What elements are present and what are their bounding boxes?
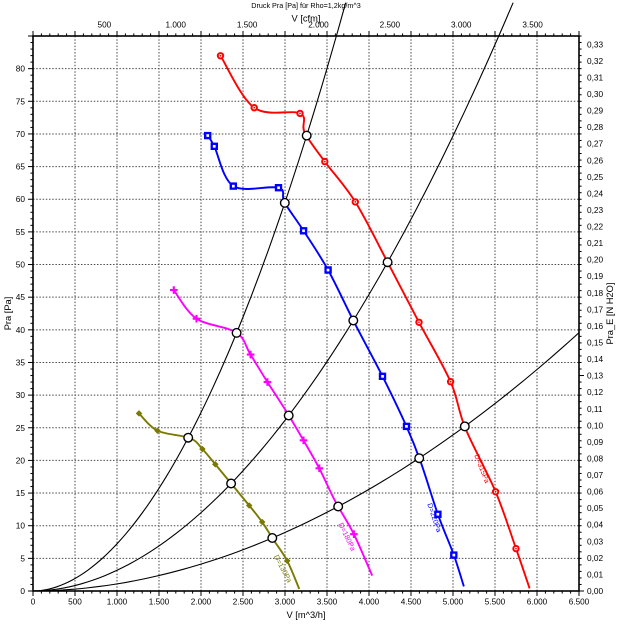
svg-text:50: 50	[16, 260, 26, 270]
svg-text:3.000: 3.000	[275, 598, 296, 607]
svg-text:0,05: 0,05	[587, 503, 604, 513]
svg-text:V [cfm]: V [cfm]	[292, 14, 321, 24]
svg-text:75: 75	[16, 96, 26, 106]
svg-text:70: 70	[16, 129, 26, 139]
svg-text:0: 0	[31, 598, 36, 607]
svg-text:40: 40	[16, 325, 26, 335]
svg-text:2.500: 2.500	[380, 21, 401, 30]
svg-text:0,33: 0,33	[587, 39, 604, 49]
svg-text:0,19: 0,19	[587, 271, 604, 281]
svg-text:4.500: 4.500	[401, 598, 422, 607]
svg-text:0,25: 0,25	[587, 172, 604, 182]
svg-text:Pra [Pa]: Pra [Pa]	[3, 297, 13, 331]
svg-text:0,08: 0,08	[587, 453, 604, 463]
svg-text:0,00: 0,00	[587, 586, 604, 596]
svg-text:0,01: 0,01	[587, 569, 604, 579]
svg-text:0,17: 0,17	[587, 304, 604, 314]
svg-text:30: 30	[16, 390, 26, 400]
svg-text:0,24: 0,24	[587, 188, 604, 198]
svg-text:2.500: 2.500	[233, 598, 254, 607]
svg-text:0,12: 0,12	[587, 387, 604, 397]
svg-text:25: 25	[16, 423, 26, 433]
svg-text:1.000: 1.000	[107, 598, 128, 607]
svg-text:5.500: 5.500	[485, 598, 506, 607]
svg-text:80: 80	[16, 64, 26, 74]
svg-text:0,09: 0,09	[587, 437, 604, 447]
svg-text:35: 35	[16, 357, 26, 367]
svg-text:0,26: 0,26	[587, 155, 604, 165]
svg-text:0,28: 0,28	[587, 122, 604, 132]
svg-text:0,14: 0,14	[587, 354, 604, 364]
svg-text:0,16: 0,16	[587, 321, 604, 331]
svg-text:1.500: 1.500	[237, 21, 258, 30]
svg-text:0,13: 0,13	[587, 371, 604, 381]
svg-text:0,29: 0,29	[587, 106, 604, 116]
svg-text:0,18: 0,18	[587, 288, 604, 298]
svg-text:0,31: 0,31	[587, 72, 604, 82]
svg-text:0,15: 0,15	[587, 337, 604, 347]
svg-text:0,10: 0,10	[587, 420, 604, 430]
svg-text:0,22: 0,22	[587, 222, 604, 232]
svg-text:0,27: 0,27	[587, 139, 604, 149]
svg-text:0,07: 0,07	[587, 470, 604, 480]
svg-text:3.500: 3.500	[522, 21, 543, 30]
svg-text:V [m^3/h]: V [m^3/h]	[287, 610, 326, 620]
svg-text:0,21: 0,21	[587, 238, 604, 248]
svg-text:10: 10	[16, 521, 26, 531]
svg-text:55: 55	[16, 227, 26, 237]
svg-text:1.500: 1.500	[149, 598, 170, 607]
svg-text:60: 60	[16, 194, 26, 204]
svg-text:6.000: 6.000	[527, 598, 548, 607]
svg-text:1.000: 1.000	[166, 21, 187, 30]
svg-text:5: 5	[20, 553, 25, 563]
svg-text:15: 15	[16, 488, 26, 498]
svg-text:0,04: 0,04	[587, 520, 604, 530]
svg-text:0,20: 0,20	[587, 255, 604, 265]
svg-text:3.500: 3.500	[317, 598, 338, 607]
svg-text:0,02: 0,02	[587, 553, 604, 563]
svg-text:0,11: 0,11	[587, 404, 603, 414]
svg-text:4.000: 4.000	[359, 598, 380, 607]
svg-text:Pra_E [N H2O]: Pra_E [N H2O]	[605, 282, 615, 344]
svg-text:500: 500	[68, 598, 82, 607]
svg-text:0,23: 0,23	[587, 205, 604, 215]
svg-text:0,03: 0,03	[587, 536, 604, 546]
svg-text:0: 0	[20, 586, 25, 596]
svg-text:0,32: 0,32	[587, 56, 604, 66]
svg-text:6.500: 6.500	[569, 598, 590, 607]
svg-text:65: 65	[16, 162, 26, 172]
svg-text:0,30: 0,30	[587, 89, 604, 99]
svg-text:3.000: 3.000	[451, 21, 472, 30]
svg-text:Druck Pra [Pa] für Rho=1,2kg/m: Druck Pra [Pa] für Rho=1,2kg/m^3	[251, 1, 360, 10]
svg-text:0,06: 0,06	[587, 487, 604, 497]
svg-text:500: 500	[98, 21, 112, 30]
svg-text:5.000: 5.000	[443, 598, 464, 607]
svg-text:20: 20	[16, 455, 26, 465]
svg-text:2.000: 2.000	[191, 598, 212, 607]
svg-text:45: 45	[16, 292, 26, 302]
